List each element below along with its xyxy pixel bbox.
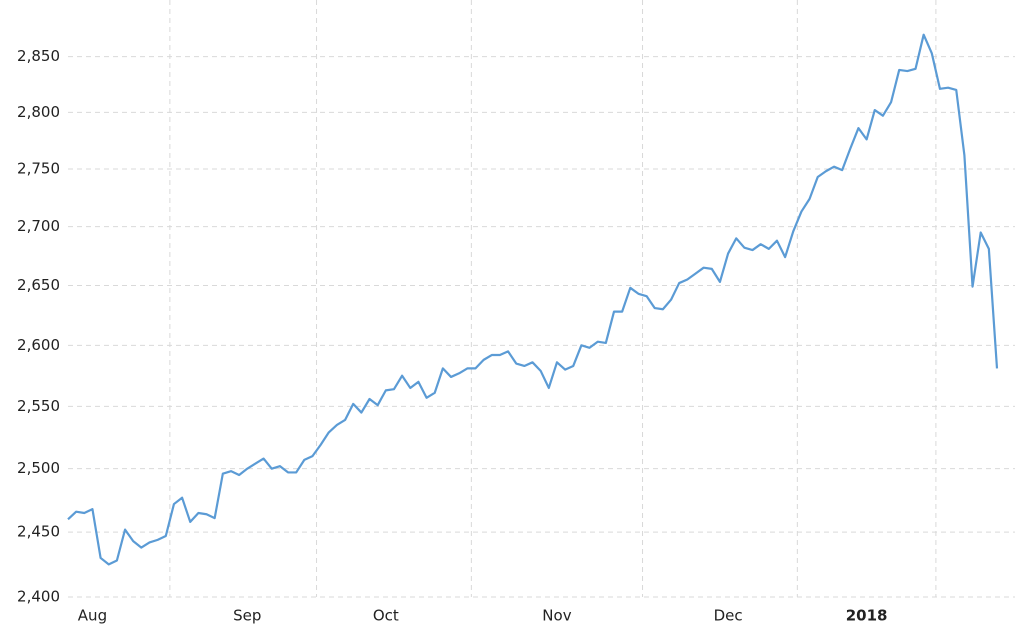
y-tick-label: 2,400 (17, 588, 60, 606)
y-tick-label: 2,450 (17, 523, 60, 541)
x-tick-label: Oct (373, 607, 399, 625)
y-tick-label: 2,750 (17, 159, 60, 177)
x-tick-label: Sep (233, 607, 261, 625)
x-tick-label: Aug (78, 607, 107, 625)
y-tick-label: 2,700 (17, 217, 60, 235)
y-tick-label: 2,800 (17, 103, 60, 121)
data-line (67, 33, 999, 566)
x-tick-label: Dec (714, 607, 743, 625)
x-tick-label: Nov (542, 607, 571, 625)
x-tick-label: 2018 (846, 607, 888, 625)
y-tick-label: 2,600 (17, 336, 60, 354)
y-tick-label: 2,500 (17, 459, 60, 477)
y-tick-label: 2,850 (17, 47, 60, 65)
y-tick-label: 2,650 (17, 276, 60, 294)
y-tick-label: 2,550 (17, 397, 60, 415)
